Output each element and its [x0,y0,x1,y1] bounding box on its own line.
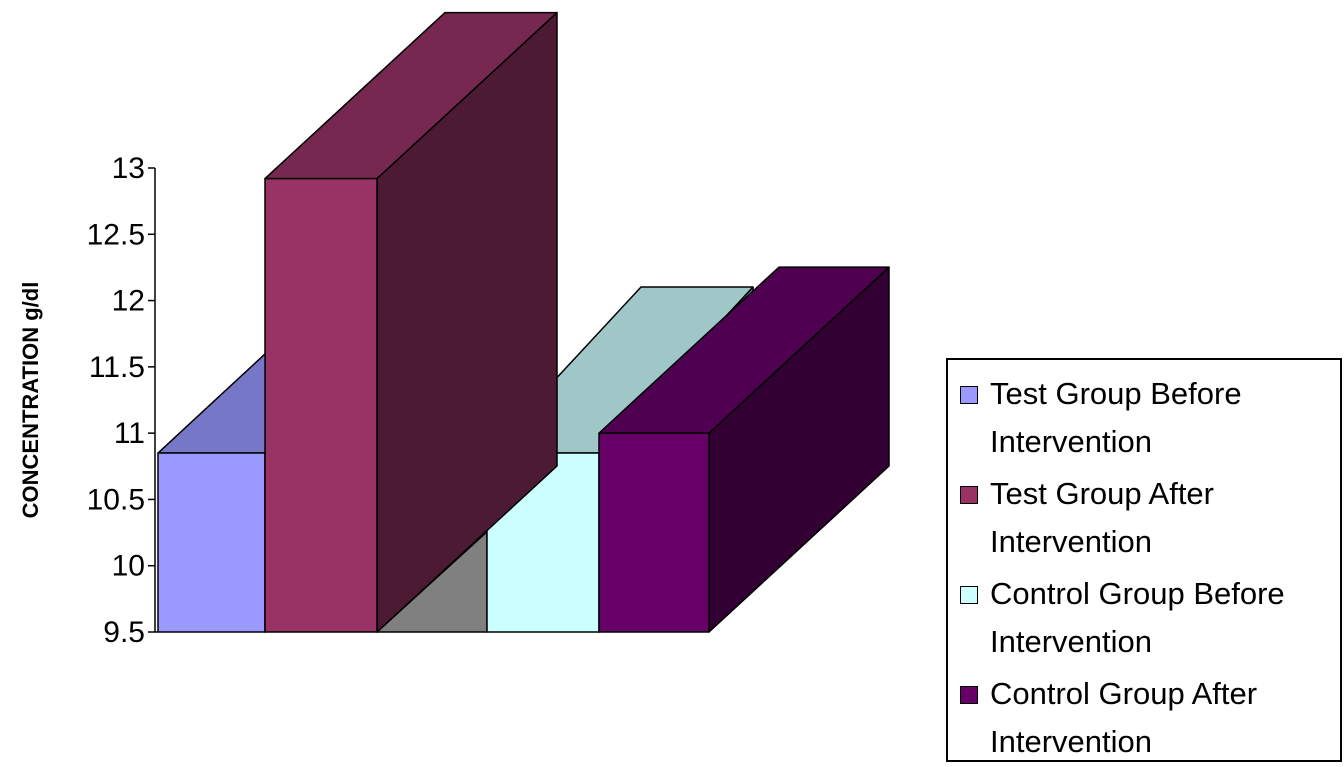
legend-swatch [960,586,978,604]
y-tick-label: 10.5 [87,483,145,516]
legend-label: Control Group After Intervention [990,676,1258,759]
y-tick-label: 12.5 [87,218,145,251]
bar-4 [598,266,890,633]
y-tick-label: 12 [112,285,145,318]
legend-swatch [960,386,978,404]
y-tick-label: 10 [112,550,145,583]
legend-label: Test Group Before Intervention [990,376,1242,459]
legend-swatch [960,686,978,704]
y-tick-label: 9.5 [103,616,145,649]
y-tick-label: 13 [112,152,145,185]
bar-front-face [598,432,710,633]
y-axis-label: CONCENTRATION g/dl [18,282,43,519]
legend-label: Control Group Before Intervention [990,576,1285,659]
y-tick-label: 11.5 [89,351,145,384]
y-tick-label: 11 [114,417,145,450]
legend-swatch [960,486,978,504]
legend-label: Test Group After Intervention [990,476,1214,559]
bar-front-face [157,452,266,633]
bar-front-face [264,177,378,633]
legend: Test Group Before Intervention Test Group… [946,358,1342,762]
bar-2 [264,11,558,633]
y-axis: 9.5 10 10.5 11 11.5 12 12.5 13 [87,152,158,649]
bars [157,11,890,633]
